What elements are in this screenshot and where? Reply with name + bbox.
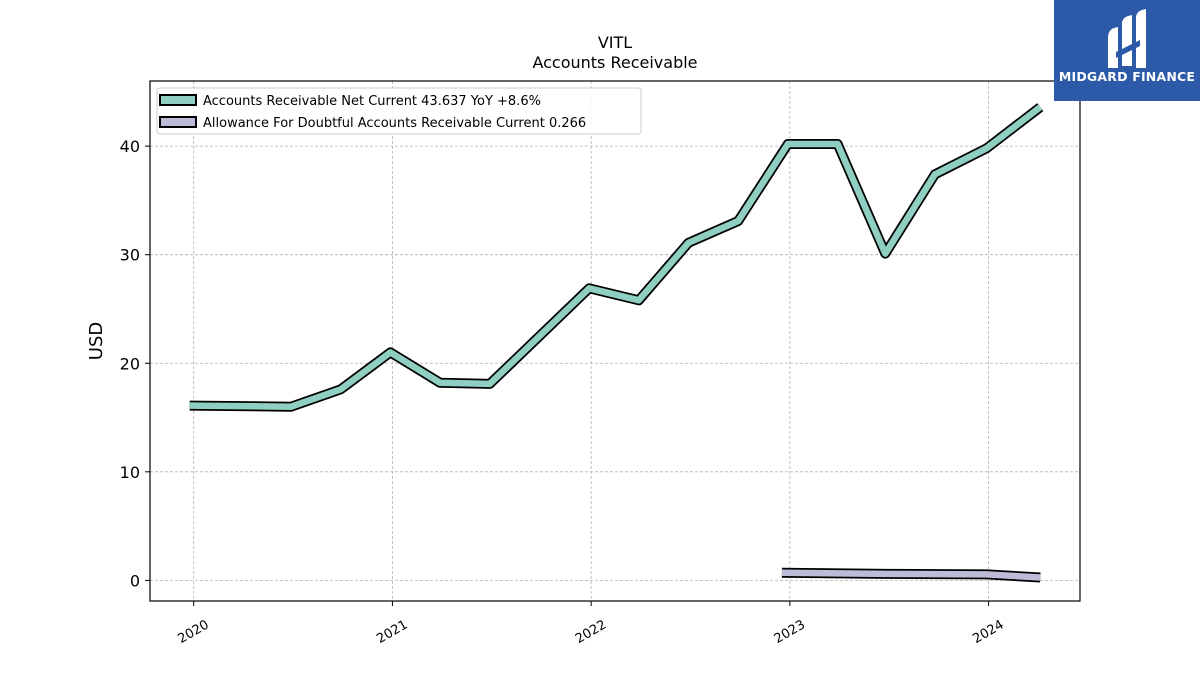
series-line-2: [781, 569, 1041, 581]
x-tick-label: 2020: [176, 617, 212, 647]
y-tick-label: 10: [120, 463, 140, 482]
series-layer: [189, 103, 1044, 583]
plot-frame: [149, 80, 1081, 602]
legend-swatch-1: [159, 94, 197, 106]
x-tick-label: 2021: [374, 617, 410, 647]
logo-text: MIDGARD FINANCE: [1058, 69, 1196, 84]
legend-swatch-2: [159, 116, 197, 128]
y-axis-label: USD: [86, 322, 107, 360]
grid-lines: [150, 81, 1080, 601]
chart-title: VITL: [598, 33, 632, 52]
y-tick-label: 20: [120, 354, 140, 373]
x-tick-label: 2022: [573, 617, 609, 647]
brand-logo: MIDGARD FINANCE: [1054, 0, 1200, 101]
series-line-1: [189, 104, 1043, 410]
chart-subtitle: Accounts Receivable: [532, 53, 697, 72]
legend-label-1: Accounts Receivable Net Current 43.637 Y…: [203, 94, 541, 109]
y-tick-label: 0: [130, 571, 140, 590]
legend: Accounts Receivable Net Current 43.637 Y…: [156, 87, 642, 135]
x-tick-label: 2023: [772, 617, 808, 647]
x-tick-label: 2024: [970, 617, 1006, 647]
legend-label-2: Allowance For Doubtful Accounts Receivab…: [203, 116, 586, 131]
y-tick-label: 40: [120, 137, 140, 156]
series-outline-1: [189, 103, 1044, 412]
midgard-logo-icon: [1108, 9, 1146, 68]
y-tick-label: 30: [120, 246, 140, 265]
legend-box: [156, 87, 642, 135]
